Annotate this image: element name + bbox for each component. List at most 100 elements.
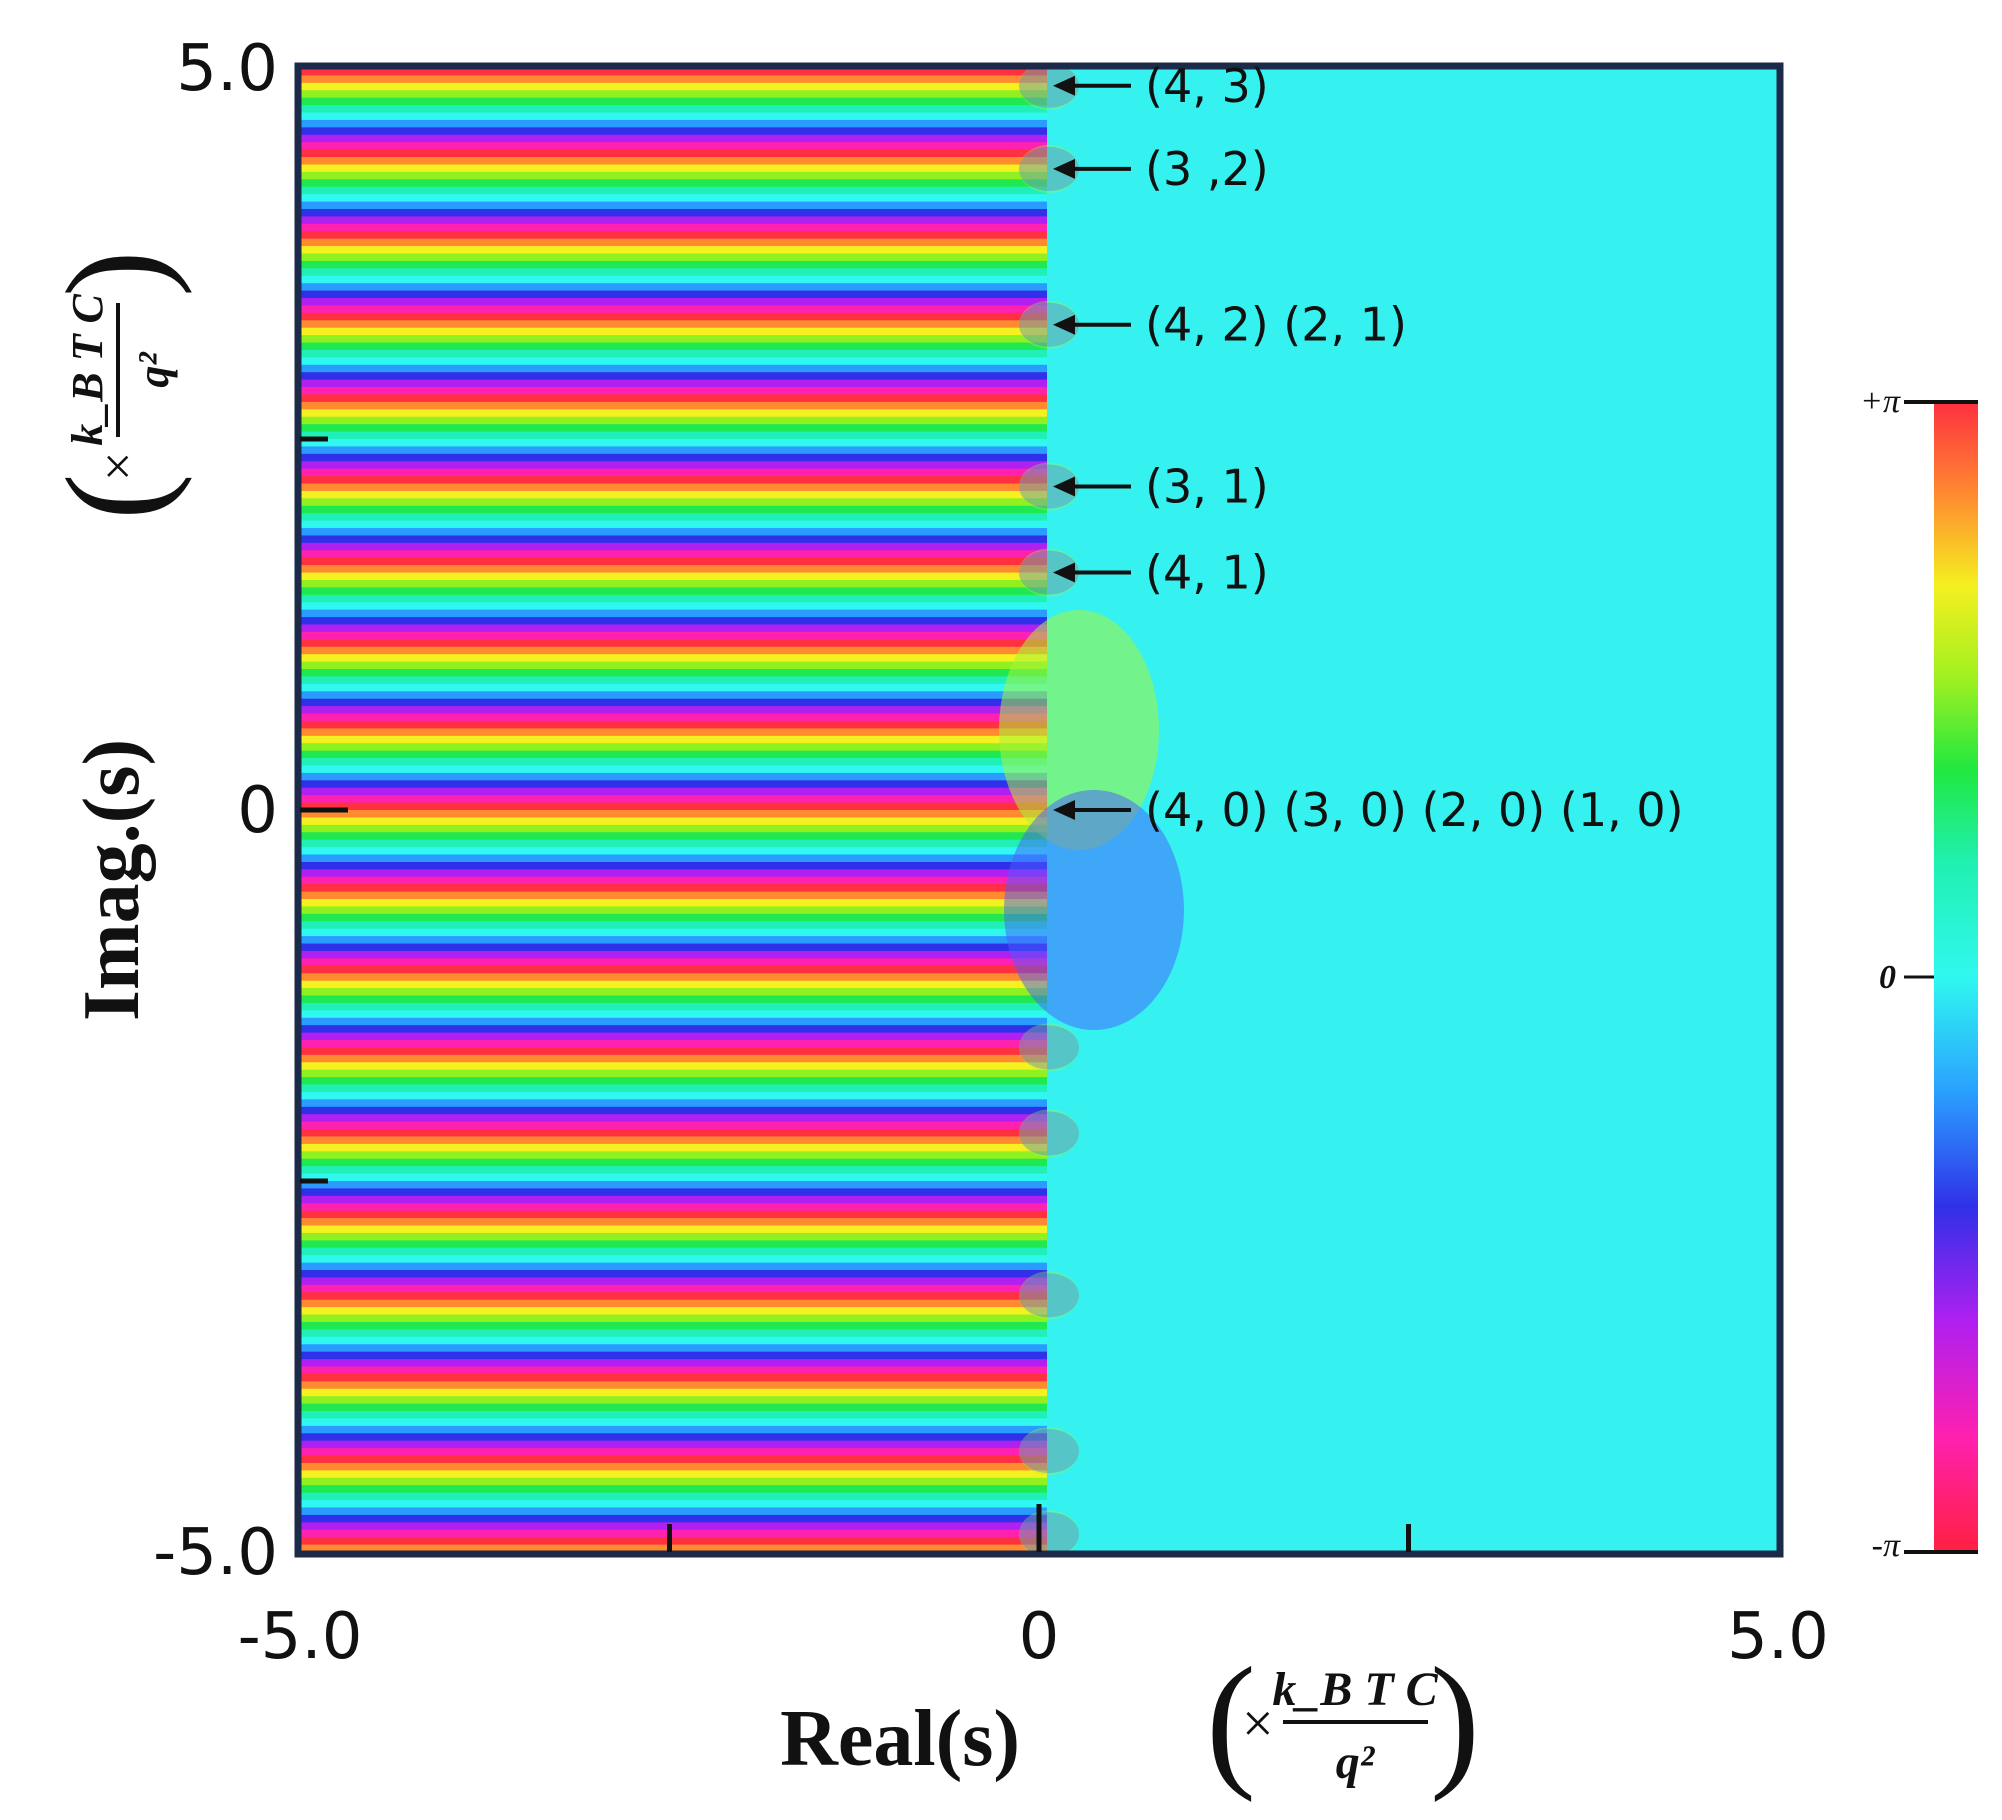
phase-band: [300, 639, 1047, 648]
phase-band: [300, 602, 1047, 611]
phase-band: [300, 1537, 1047, 1546]
phase-band: [300, 164, 1047, 173]
phase-band: [300, 1010, 1047, 1019]
phase-band: [300, 654, 1047, 663]
phase-band: [300, 1017, 1047, 1027]
phase-band: [300, 1210, 1047, 1220]
phase-band: [300, 965, 1047, 975]
phase-band: [300, 1121, 1047, 1131]
phase-band: [300, 342, 1047, 351]
phase-band: [300, 290, 1047, 300]
phase-band: [300, 884, 1047, 893]
phase-band: [300, 1195, 1047, 1205]
phase-band: [300, 669, 1047, 678]
phase-band: [300, 1136, 1047, 1145]
phase-band: [300, 1099, 1047, 1108]
phase-band: [300, 439, 1047, 448]
y-axis-unit-numerator: k_B T C: [63, 294, 112, 446]
phase-band: [300, 238, 1047, 248]
phase-band: [300, 9, 1047, 17]
phase-band: [300, 617, 1047, 626]
phase-band: [300, 1025, 1047, 1034]
phase-band: [300, 394, 1047, 403]
phase-band: [300, 201, 1047, 210]
phase-band: [300, 349, 1047, 359]
phase-band: [300, 854, 1047, 863]
phase-band: [300, 1589, 1047, 1597]
phase-band: [300, 283, 1047, 292]
phase-band: [300, 268, 1047, 277]
phase-band: [300, 1529, 1047, 1539]
phase-band: [300, 1388, 1047, 1398]
zero-glows: [999, 68, 1184, 1552]
phase-band: [300, 431, 1047, 440]
phase-band: [300, 1544, 1047, 1552]
phase-band: [300, 253, 1047, 262]
phase-band: [300, 661, 1047, 671]
phase-band: [300, 134, 1047, 144]
phase-band: [300, 1582, 1047, 1590]
annotation-arrow-head: [1053, 158, 1075, 179]
phase-band: [300, 1084, 1047, 1093]
zero-glow-lower: [1019, 302, 1079, 347]
phase-band: [300, 921, 1047, 930]
phase-band: [300, 1448, 1047, 1457]
phase-band: [300, 127, 1047, 136]
annotation-arrow-head: [1053, 314, 1075, 335]
phase-band: [300, 1299, 1047, 1309]
phase-band: [300, 1091, 1047, 1101]
phase-band: [300, 216, 1047, 225]
x-axis-unit-prefix: ×: [1242, 1693, 1274, 1755]
annotation-label: (3 ,2): [1145, 142, 1269, 196]
zero-annotations: (4, 3) (3 ,2) (4, 2) (2, 1) (3, 1) (4, 1) (4,…: [1053, 59, 1684, 837]
phase-band: [300, 416, 1047, 426]
phase-band: [300, 624, 1047, 633]
phase-band: [300, 1336, 1047, 1346]
x-tick-labels: -5.0 0 5.0: [238, 1600, 1829, 1674]
phase-band: [300, 53, 1047, 61]
phase-band: [300, 891, 1047, 901]
phase-band: [300, 142, 1047, 151]
x-tick-label: 0: [1019, 1600, 1060, 1674]
phase-band: [300, 735, 1047, 745]
zero-glow-lower: [1019, 1273, 1079, 1318]
phase-band: [300, 542, 1047, 552]
phase-band: [300, 246, 1047, 255]
phase-band: [300, 1351, 1047, 1361]
phase-band: [300, 928, 1047, 938]
y-tick-label: 5.0: [176, 32, 278, 106]
phase-band: [300, 335, 1047, 344]
y-axis-label: Imag.(s): [68, 739, 156, 1021]
phase-band: [300, 995, 1047, 1004]
zero-glow-lower: [1019, 1025, 1079, 1070]
phase-band: [300, 171, 1047, 181]
phase-band: [300, 1477, 1047, 1487]
phase-band: [300, 810, 1047, 819]
phase-band: [300, 1373, 1047, 1383]
phase-band: [300, 372, 1047, 381]
phase-band: [300, 149, 1047, 159]
phase-band: [300, 579, 1047, 589]
phase-band: [300, 817, 1047, 826]
phase-band: [300, 1203, 1047, 1212]
phase-band: [300, 1403, 1047, 1413]
phase-band: [300, 758, 1047, 767]
annotation-label: (4, 2) (2, 1): [1145, 298, 1407, 352]
phase-band: [300, 913, 1047, 923]
colorbar-gradient: [1934, 402, 1978, 1552]
phase-band: [300, 490, 1047, 500]
zero-glow-lower: [1019, 1429, 1079, 1474]
phase-band: [300, 876, 1047, 886]
zero-glow-upper: [999, 610, 1159, 850]
phase-band: [300, 1225, 1047, 1234]
phase-band: [300, 691, 1047, 700]
x-axis-label: Real(s): [780, 1695, 1020, 1783]
phase-band: [300, 950, 1047, 960]
zero-glow-upper: [1019, 1510, 1079, 1552]
phase-band: [300, 557, 1047, 567]
colorbar-label-top: +π: [1860, 383, 1901, 420]
phase-band: [300, 1218, 1047, 1227]
phase-band: [300, 105, 1047, 114]
x-axis-title: Real(s) ( × k_B T C q² ): [780, 1637, 1480, 1803]
phase-band: [300, 631, 1047, 641]
